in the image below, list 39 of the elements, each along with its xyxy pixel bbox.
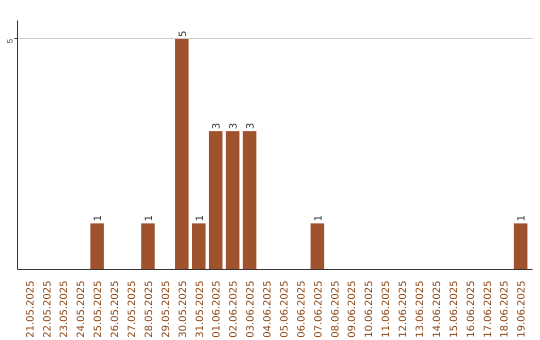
x-tick-label: 23.05.2025 — [59, 280, 70, 338]
x-tick-label: 14.06.2025 — [432, 280, 443, 338]
x-tick-label: 01.06.2025 — [212, 280, 223, 338]
x-tick-label: 30.05.2025 — [178, 280, 189, 338]
data-label: 1 — [144, 215, 155, 222]
x-tick-label: 28.05.2025 — [144, 280, 155, 338]
x-tick-label: 03.06.2025 — [246, 280, 257, 338]
x-tick-label: 09.06.2025 — [347, 280, 358, 338]
x-tick-label: 07.06.2025 — [313, 280, 324, 338]
x-tick-label: 25.05.2025 — [93, 280, 104, 338]
x-tick-label: 15.06.2025 — [448, 280, 460, 338]
x-tick-label: 06.06.2025 — [296, 280, 308, 338]
x-tick-label: 08.06.2025 — [330, 280, 342, 338]
x-tick-label: 26.05.2025 — [110, 280, 122, 338]
data-label: 3 — [228, 122, 240, 130]
x-tick-label: 31.05.2025 — [194, 280, 206, 338]
x-tick-label: 05.06.2025 — [279, 280, 290, 338]
x-tick-label: 19.06.2025 — [516, 280, 528, 338]
x-tick-label: 21.05.2025 — [25, 280, 36, 338]
data-label: 3 — [246, 122, 257, 130]
data-label: 1 — [194, 215, 206, 222]
data-label: 1 — [313, 215, 324, 222]
data-label: 1 — [516, 215, 528, 222]
x-tick-label: 18.06.2025 — [500, 280, 511, 338]
x-tick-label: 27.05.2025 — [127, 280, 138, 338]
data-label: 5 — [178, 30, 189, 37]
data-label: 1 — [93, 215, 104, 222]
x-tick-label: 29.05.2025 — [160, 280, 172, 338]
x-tick-label: 12.06.2025 — [398, 280, 410, 338]
x-tick-label: 13.06.2025 — [414, 280, 426, 338]
x-tick-label: 04.06.2025 — [262, 280, 274, 338]
x-tick-label: 16.06.2025 — [466, 280, 477, 338]
x-tick-label: 22.05.2025 — [42, 280, 54, 338]
x-tick-label: 17.06.2025 — [482, 280, 494, 338]
x-tick-label: 10.06.2025 — [364, 280, 376, 338]
data-label: 3 — [212, 122, 223, 130]
x-tick-label: 02.06.2025 — [228, 280, 240, 338]
x-tick-label: 11.06.2025 — [381, 280, 392, 338]
x-tick-label: 24.05.2025 — [76, 280, 88, 338]
